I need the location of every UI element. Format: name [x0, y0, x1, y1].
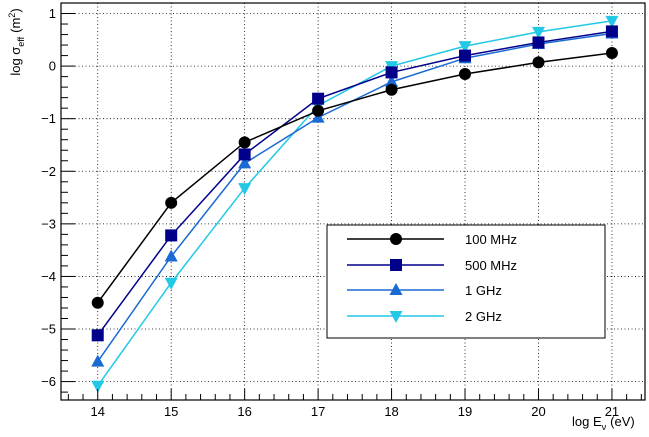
legend-marker-500-mhz — [390, 259, 402, 271]
data-point-2-ghz — [91, 380, 105, 393]
data-point-1-ghz — [238, 156, 252, 169]
y-axis-title-sub: eff — [16, 36, 26, 46]
data-point-100-mhz — [459, 67, 472, 80]
y-axis-title-main: log σ — [8, 47, 23, 76]
legend-marker-100-mhz — [390, 233, 402, 245]
plot-frame — [60, 2, 646, 401]
x-tick-label: 15 — [164, 404, 178, 419]
y-axis-title: log σeff (m2) — [7, 8, 26, 75]
x-axis-title-main: log E — [572, 414, 602, 429]
legend-label-2-ghz: 2 GHz — [465, 309, 502, 324]
data-point-500-mhz — [385, 66, 398, 79]
legend-label-100-mhz: 100 MHz — [465, 232, 517, 247]
data-point-100-mhz — [312, 104, 325, 117]
data-point-500-mhz — [312, 92, 325, 105]
data-point-2-ghz — [605, 15, 619, 28]
data-point-500-mhz — [532, 36, 545, 49]
y-tick-label: −5 — [41, 322, 56, 337]
data-point-1-ghz — [164, 249, 178, 262]
x-tick-label: 20 — [531, 404, 545, 419]
x-tick-label: 14 — [90, 404, 104, 419]
data-point-2-ghz — [531, 26, 545, 39]
data-point-500-mhz — [238, 148, 251, 161]
y-tick-label: −4 — [41, 269, 56, 284]
x-tick-label: 16 — [237, 404, 251, 419]
grid — [61, 3, 645, 400]
legend-label-500-mhz: 500 MHz — [465, 258, 517, 273]
legend: 100 MHz 500 MHz 1 GHz 2 GHz — [326, 224, 606, 339]
data-point-100-mhz — [532, 56, 545, 69]
data-point-1-ghz — [385, 74, 399, 87]
data-point-1-ghz — [91, 354, 105, 367]
legend-marker-1-ghz — [389, 283, 403, 295]
axis-ticks — [61, 2, 642, 400]
tick-labels: 14 15 16 17 18 19 20 21 −6 −5 −4 −3 −2 −1 0 1 — [41, 6, 619, 419]
data-point-2-ghz — [238, 183, 252, 196]
x-axis-title: log Eν (eV) — [572, 414, 635, 432]
series-layer — [91, 15, 619, 393]
y-tick-label: −6 — [41, 374, 56, 389]
x-tick-label: 18 — [384, 404, 398, 419]
data-point-2-ghz — [164, 277, 178, 290]
y-tick-label: 1 — [49, 6, 56, 21]
data-point-2-ghz — [458, 41, 472, 54]
data-point-500-mhz — [459, 49, 472, 62]
y-axis-title-unit: (m — [8, 18, 23, 33]
y-axis-title-close: ) — [8, 8, 23, 12]
data-point-500-mhz — [165, 229, 178, 242]
x-tick-label: 21 — [605, 404, 619, 419]
legend-marker-2-ghz — [389, 311, 403, 323]
y-axis-title-sup: 2 — [7, 13, 17, 18]
data-point-100-mhz — [605, 46, 618, 59]
data-point-500-mhz — [605, 25, 618, 38]
data-point-100-mhz — [385, 83, 398, 96]
data-point-100-mhz — [238, 136, 251, 149]
series-line-500-mhz — [97, 30, 613, 336]
data-point-500-mhz — [91, 329, 104, 342]
x-axis-title-sub: ν — [602, 422, 607, 432]
legend-box — [326, 224, 606, 339]
data-point-100-mhz — [91, 296, 104, 309]
y-tick-label: −1 — [41, 111, 56, 126]
series-500-mhz — [91, 25, 618, 342]
series-100-mhz — [91, 46, 618, 309]
y-tick-label: −2 — [41, 164, 56, 179]
y-tick-label: −3 — [41, 216, 56, 231]
series-line-100-mhz — [97, 52, 613, 304]
x-axis-title-unit: (eV) — [610, 414, 635, 429]
x-tick-label: 19 — [458, 404, 472, 419]
legend-label-1-ghz: 1 GHz — [465, 283, 502, 298]
x-tick-label: 17 — [311, 404, 325, 419]
y-tick-label: 0 — [49, 59, 56, 74]
data-point-100-mhz — [165, 196, 178, 209]
